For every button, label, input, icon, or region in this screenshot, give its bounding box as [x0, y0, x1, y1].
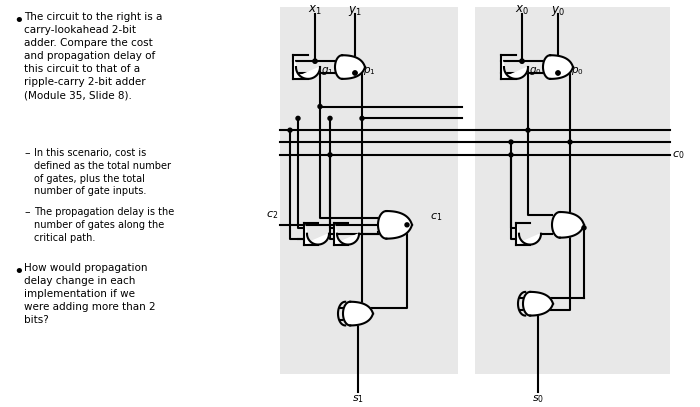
Text: In this scenario, cost is
defined as the total number
of gates, plus the total
n: In this scenario, cost is defined as the… — [34, 148, 171, 196]
Circle shape — [328, 116, 332, 120]
Text: How would propagation
delay change in each
implementation if we
were adding more: How would propagation delay change in ea… — [24, 263, 155, 326]
Circle shape — [520, 59, 524, 63]
Text: $c_0$: $c_0$ — [672, 149, 685, 161]
Bar — [475, 7, 670, 374]
Bar — [280, 7, 458, 374]
Text: $y_0$: $y_0$ — [551, 4, 565, 18]
Polygon shape — [304, 223, 329, 245]
Polygon shape — [335, 55, 365, 79]
Circle shape — [353, 71, 357, 75]
Circle shape — [582, 226, 586, 230]
Circle shape — [313, 59, 317, 63]
Polygon shape — [552, 212, 584, 238]
Polygon shape — [378, 211, 412, 239]
Text: The propagation delay is the
number of gates along the
critical path.: The propagation delay is the number of g… — [34, 207, 174, 243]
Circle shape — [568, 140, 572, 144]
Text: –: – — [24, 148, 29, 158]
Polygon shape — [343, 302, 373, 326]
Text: $c_1$: $c_1$ — [430, 211, 442, 223]
Polygon shape — [543, 55, 573, 79]
Circle shape — [526, 128, 530, 132]
Text: $s_1$: $s_1$ — [352, 394, 364, 405]
Circle shape — [328, 153, 332, 157]
Text: $c_2$: $c_2$ — [266, 209, 278, 221]
Text: –: – — [24, 207, 29, 217]
Circle shape — [353, 71, 357, 75]
Text: •: • — [13, 263, 24, 281]
Polygon shape — [293, 55, 320, 79]
Text: $g_1$: $g_1$ — [321, 65, 334, 77]
Text: $y_1$: $y_1$ — [348, 4, 362, 18]
Polygon shape — [523, 292, 553, 315]
Circle shape — [520, 59, 524, 63]
Polygon shape — [334, 223, 359, 245]
Circle shape — [288, 128, 292, 132]
Text: •: • — [13, 12, 24, 30]
Circle shape — [313, 59, 317, 63]
Text: $p_0$: $p_0$ — [571, 65, 584, 77]
Polygon shape — [501, 55, 528, 79]
Circle shape — [556, 71, 560, 75]
Text: $s_0$: $s_0$ — [532, 394, 544, 405]
Text: $x_1$: $x_1$ — [308, 4, 322, 17]
Circle shape — [318, 105, 322, 109]
Text: The circuit to the right is a
carry-lookahead 2-bit
adder. Compare the cost
and : The circuit to the right is a carry-look… — [24, 12, 162, 100]
Polygon shape — [516, 223, 541, 245]
Circle shape — [405, 223, 409, 227]
Text: $p_1$: $p_1$ — [363, 65, 376, 77]
Circle shape — [509, 153, 513, 157]
Text: $x_0$: $x_0$ — [515, 4, 529, 17]
Text: $g_0$: $g_0$ — [529, 65, 542, 77]
Circle shape — [296, 116, 300, 120]
Circle shape — [360, 116, 364, 120]
Circle shape — [556, 71, 560, 75]
Circle shape — [509, 140, 513, 144]
